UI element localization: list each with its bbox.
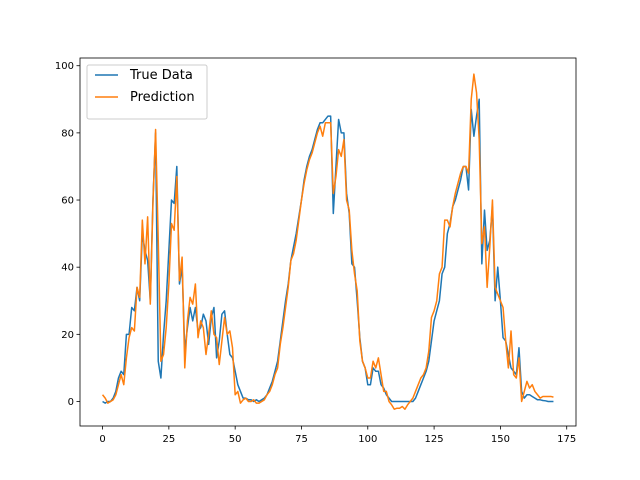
x-tick-label: 150 (491, 434, 510, 445)
x-tick-label: 125 (425, 434, 444, 445)
legend-label: True Data (129, 68, 193, 83)
x-tick-label: 0 (99, 434, 105, 445)
legend-label: Prediction (130, 90, 195, 105)
legend-box (86, 64, 208, 120)
y-tick-label: 100 (55, 61, 74, 72)
y-tick-label: 0 (68, 397, 74, 408)
data-line (101, 73, 554, 410)
x-tick-label: 175 (557, 434, 576, 445)
x-tick-label: 75 (295, 434, 308, 445)
y-tick-label: 20 (61, 330, 74, 341)
y-tick-label: 60 (61, 196, 74, 207)
y-tick-label: 80 (61, 128, 74, 139)
plot-frame (79, 57, 577, 427)
x-tick-label: 50 (229, 434, 242, 445)
x-tick-label: 25 (162, 434, 175, 445)
y-tick-label: 40 (61, 263, 74, 274)
x-tick-label: 100 (358, 434, 377, 445)
